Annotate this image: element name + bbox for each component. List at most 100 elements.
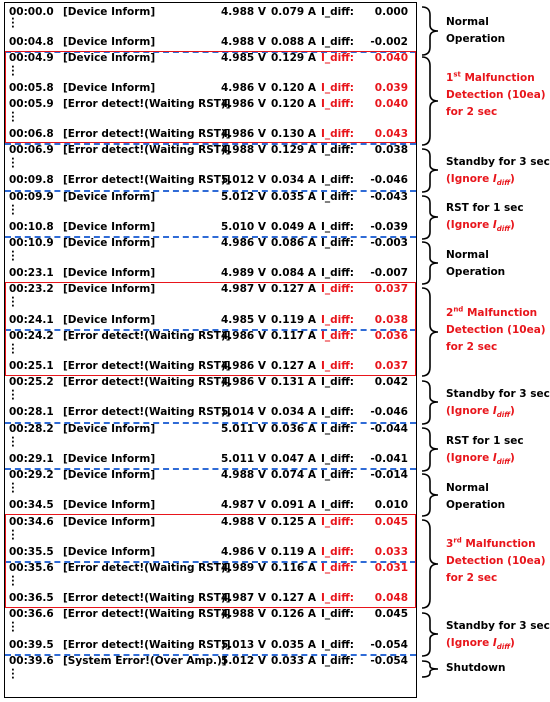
log-voltage: 4.986 V xyxy=(221,82,266,94)
log-row: 00:23.2 [Device Inform] 4.987 V 0.127 A I_di… xyxy=(5,283,414,297)
log-diff-label: I_diff: xyxy=(321,608,354,620)
log-current: 0.127 A xyxy=(271,283,316,295)
log-diff-value: -0.054 xyxy=(370,639,408,651)
log-current: 0.049 A xyxy=(271,221,316,233)
log-time: 00:35.5 xyxy=(9,546,54,558)
log-time: 00:39.5 xyxy=(9,639,54,651)
log-voltage: 5.014 V xyxy=(221,406,266,418)
log-time: 00:24.2 xyxy=(9,330,54,342)
log-voltage: 4.988 V xyxy=(221,608,266,620)
log-diff-value: -0.044 xyxy=(370,423,408,435)
log-current: 0.035 A xyxy=(271,639,316,651)
log-message: [Device Inform] xyxy=(63,314,156,326)
log-voltage: 4.988 V xyxy=(221,36,266,48)
brace-rst-1 xyxy=(421,195,439,240)
brace-malfunction-2 xyxy=(421,287,439,377)
log-diff-value: -0.046 xyxy=(370,406,408,418)
note-rst-2: RST for 1 sec (Ignore Idiff) xyxy=(446,435,524,467)
log-message: [Device Inform] xyxy=(63,423,156,435)
log-diff-value: 0.037 xyxy=(374,283,408,295)
log-current: 0.036 A xyxy=(271,423,316,435)
log-row: 00:04.9 [Device Inform] 4.985 V 0.129 A I_di… xyxy=(5,52,414,66)
log-time: 00:24.1 xyxy=(9,314,54,326)
log-row: 00:06.8 [Error detect!(Waiting RST)] 4.986… xyxy=(5,128,414,142)
log-voltage: 4.986 V xyxy=(221,330,266,342)
log-time: 00:34.5 xyxy=(9,499,54,511)
log-voltage: 4.985 V xyxy=(221,314,266,326)
note-malfunction-1: 1st Malfunction Detection (10ea) for 2 s… xyxy=(446,70,546,118)
log-voltage: 5.012 V xyxy=(221,655,266,667)
log-message: [System Error!(Over Amp.)] xyxy=(63,655,227,667)
log-message: [Device Inform] xyxy=(63,82,156,94)
log-diff-value: 0.045 xyxy=(374,516,408,528)
log-voltage: 5.012 V xyxy=(221,191,266,203)
ellipsis-dots: · · · xyxy=(11,14,15,33)
log-row: 00:29.1 [Device Inform] 5.011 V 0.047 A I_di… xyxy=(5,453,414,467)
log-voltage: 5.011 V xyxy=(221,453,266,465)
log-row: 00:23.1 [Device Inform] 4.989 V 0.084 A I_di… xyxy=(5,267,414,281)
log-diff-label: I_diff: xyxy=(321,314,354,326)
log-diff-label: I_diff: xyxy=(321,516,354,528)
log-current: 0.034 A xyxy=(271,406,316,418)
log-row: 00:39.5 [Error detect!(Waiting RST)] 5.013… xyxy=(5,639,414,653)
log-current: 0.034 A xyxy=(271,174,316,186)
log-message: [Error detect!(Waiting RST)] xyxy=(63,592,231,604)
ellipsis-dots: · · · xyxy=(11,386,15,405)
log-diff-label: I_diff: xyxy=(321,360,354,372)
log-row: 00:05.9 [Error detect!(Waiting RST)] 4.986… xyxy=(5,98,414,112)
log-diff-value: -0.007 xyxy=(370,267,408,279)
log-voltage: 4.986 V xyxy=(221,546,266,558)
log-message: [Device Inform] xyxy=(63,267,156,279)
log-row: 00:39.6 [System Error!(Over Amp.)] 5.012 V… xyxy=(5,655,414,669)
log-time: 00:36.5 xyxy=(9,592,54,604)
log-voltage: 5.013 V xyxy=(221,639,266,651)
ellipsis-dots: · · · xyxy=(11,665,15,684)
log-voltage: 4.988 V xyxy=(221,6,266,18)
log-diff-value: -0.039 xyxy=(370,221,408,233)
section-separator xyxy=(5,329,416,331)
log-message: [Device Inform] xyxy=(63,191,156,203)
log-time: 00:39.6 xyxy=(9,655,54,667)
log-current: 0.033 A xyxy=(271,655,316,667)
log-message: [Error detect!(Waiting RST)] xyxy=(63,174,231,186)
ellipsis-dots: · · · xyxy=(11,479,15,498)
log-row: 00:28.1 [Error detect!(Waiting RST)] 5.014… xyxy=(5,406,414,420)
log-message: [Error detect!(Waiting RST)] xyxy=(63,639,231,651)
section-separator xyxy=(5,51,416,53)
ellipsis-dots: · · · xyxy=(11,572,15,591)
log-message: [Device Inform] xyxy=(63,499,156,511)
log-time: 00:25.2 xyxy=(9,376,54,388)
log-time: 00:23.1 xyxy=(9,267,54,279)
log-row: 00:36.6 [Error detect!(Waiting RST)] 4.988… xyxy=(5,608,414,622)
log-time: 00:29.1 xyxy=(9,453,54,465)
log-time: 00:06.9 xyxy=(9,144,54,156)
log-diff-label: I_diff: xyxy=(321,128,354,140)
ellipsis-dots: · · · xyxy=(11,201,15,220)
log-diff-label: I_diff: xyxy=(321,453,354,465)
log-current: 0.131 A xyxy=(271,376,316,388)
log-diff-value: 0.043 xyxy=(374,128,408,140)
log-current: 0.130 A xyxy=(271,128,316,140)
brace-standby-1 xyxy=(421,148,439,193)
log-message: [Device Inform] xyxy=(63,283,156,295)
log-message: [Error detect!(Waiting RST)] xyxy=(63,562,231,574)
section-separator xyxy=(5,468,416,470)
log-diff-value: -0.041 xyxy=(370,453,408,465)
log-diff-label: I_diff: xyxy=(321,98,354,110)
section-separator xyxy=(5,236,416,238)
log-diff-value: 0.000 xyxy=(374,6,408,18)
log-message: [Error detect!(Waiting RST)] xyxy=(63,98,231,110)
log-diff-value: 0.038 xyxy=(374,144,408,156)
log-row: 00:25.1 [Error detect!(Waiting RST)] 4.986… xyxy=(5,360,414,374)
note-rst-1: RST for 1 sec (Ignore Idiff) xyxy=(446,202,524,234)
log-diff-label: I_diff: xyxy=(321,639,354,651)
log-diff-label: I_diff: xyxy=(321,191,354,203)
note-normal-1: Normal Operation xyxy=(446,16,506,45)
log-diff-value: 0.031 xyxy=(374,562,408,574)
log-diff-label: I_diff: xyxy=(321,144,354,156)
log-time: 00:05.8 xyxy=(9,82,54,94)
log-current: 0.119 A xyxy=(271,546,316,558)
log-row: 00:04.8 [Device Inform] 4.988 V 0.088 A I_di… xyxy=(5,36,414,50)
log-diff-label: I_diff: xyxy=(321,6,354,18)
log-voltage: 5.011 V xyxy=(221,423,266,435)
